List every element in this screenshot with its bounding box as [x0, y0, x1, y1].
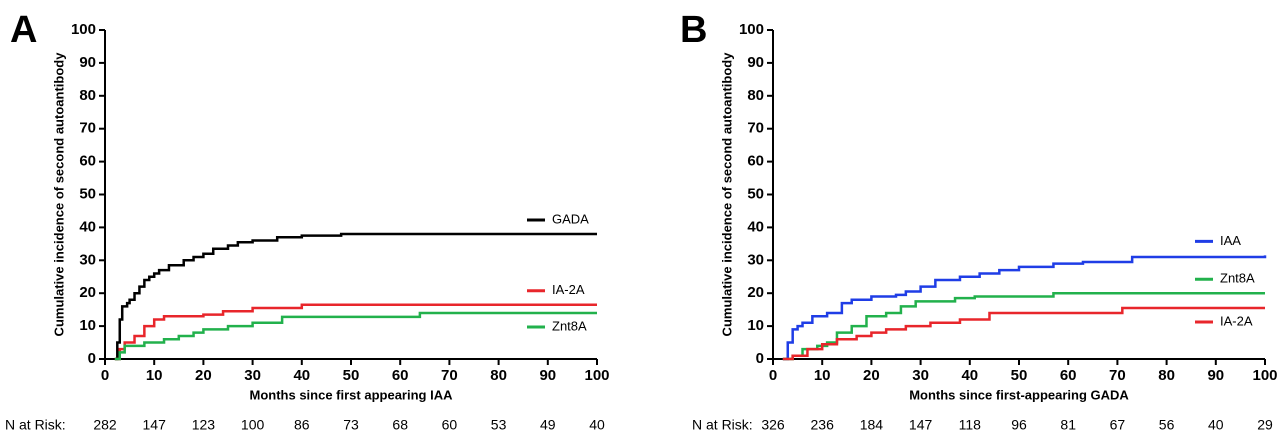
y-tick-label: 70 [79, 120, 96, 137]
legend-label: GADA [552, 211, 589, 226]
y-tick-label: 40 [79, 218, 96, 235]
x-axis-label: Months since first-appearing GADA [909, 387, 1129, 402]
risk-value: 86 [294, 417, 310, 433]
risk-value: 118 [959, 417, 982, 433]
risk-value: 40 [589, 417, 605, 433]
risk-value: 147 [909, 417, 933, 433]
x-tick-label: 100 [1252, 367, 1277, 384]
y-tick-label: 100 [71, 21, 96, 38]
x-tick-label: 0 [769, 367, 777, 384]
x-tick-label: 60 [392, 367, 409, 384]
series-line [782, 291, 1265, 361]
y-tick-label: 30 [747, 251, 764, 268]
x-tick-label: 50 [1011, 367, 1028, 384]
y-tick-label: 10 [747, 317, 764, 334]
x-tick-label: 60 [1060, 367, 1077, 384]
legend-label: Znt8A [1220, 271, 1255, 286]
x-axis-label: Months since first appearing IAA [250, 387, 454, 402]
y-tick-label: 50 [79, 185, 96, 202]
x-tick-label: 100 [584, 367, 609, 384]
panel-label: A [10, 9, 37, 51]
series-line [782, 255, 1267, 361]
risk-value: 236 [811, 417, 835, 433]
risk-value: 100 [241, 417, 265, 433]
y-tick-label: 100 [739, 21, 764, 38]
x-tick-label: 10 [146, 367, 163, 384]
risk-value: 49 [540, 417, 556, 433]
risk-value: 282 [93, 417, 117, 433]
y-tick-label: 90 [747, 54, 764, 71]
risk-value: 29 [1257, 417, 1273, 433]
y-axis-label: Cumulative incidence of second autoantib… [719, 52, 734, 337]
risk-value: 81 [1060, 417, 1076, 433]
y-axis-label: Cumulative incidence of second autoantib… [51, 52, 66, 337]
x-tick-label: 20 [863, 367, 880, 384]
risk-label: N at Risk: [692, 417, 753, 433]
x-tick-label: 0 [101, 367, 109, 384]
risk-value: 326 [761, 417, 785, 433]
risk-label: N at Risk: [5, 417, 66, 433]
y-tick-label: 70 [747, 120, 764, 137]
risk-value: 68 [392, 417, 408, 433]
legend-label: Znt8A [552, 318, 587, 333]
series-line [114, 232, 597, 361]
y-tick-label: 0 [756, 350, 764, 367]
risk-value: 40 [1208, 417, 1224, 433]
x-tick-label: 70 [441, 367, 458, 384]
series-line [114, 311, 597, 361]
x-tick-label: 50 [343, 367, 360, 384]
risk-value: 147 [143, 417, 167, 433]
y-tick-label: 20 [747, 284, 764, 301]
y-tick-label: 80 [747, 87, 764, 104]
x-tick-label: 90 [1207, 367, 1224, 384]
risk-value: 56 [1159, 417, 1175, 433]
x-tick-label: 70 [1109, 367, 1126, 384]
y-tick-label: 30 [79, 251, 96, 268]
y-tick-label: 10 [79, 317, 96, 334]
risk-value: 60 [442, 417, 458, 433]
risk-value: 123 [192, 417, 216, 433]
x-tick-label: 80 [1158, 367, 1175, 384]
risk-value: 73 [343, 417, 359, 433]
x-tick-label: 30 [912, 367, 929, 384]
y-tick-label: 20 [79, 284, 96, 301]
legend-label: IA-2A [1220, 313, 1253, 328]
y-tick-label: 90 [79, 54, 96, 71]
risk-value: 96 [1011, 417, 1027, 433]
y-tick-label: 60 [79, 153, 96, 170]
x-tick-label: 90 [539, 367, 556, 384]
y-tick-label: 80 [79, 87, 96, 104]
x-tick-label: 20 [195, 367, 212, 384]
y-tick-label: 0 [88, 350, 96, 367]
y-tick-label: 40 [747, 218, 764, 235]
y-tick-label: 50 [747, 185, 764, 202]
legend-label: IA-2A [552, 282, 585, 297]
y-tick-label: 60 [747, 153, 764, 170]
risk-value: 67 [1110, 417, 1126, 433]
panel-label: B [680, 9, 707, 51]
x-tick-label: 40 [293, 367, 310, 384]
x-tick-label: 40 [961, 367, 978, 384]
risk-value: 184 [860, 417, 884, 433]
series-line [782, 306, 1265, 361]
legend-label: IAA [1220, 233, 1241, 248]
risk-value: 53 [491, 417, 507, 433]
x-tick-label: 30 [244, 367, 261, 384]
x-tick-label: 10 [814, 367, 831, 384]
x-tick-label: 80 [490, 367, 507, 384]
